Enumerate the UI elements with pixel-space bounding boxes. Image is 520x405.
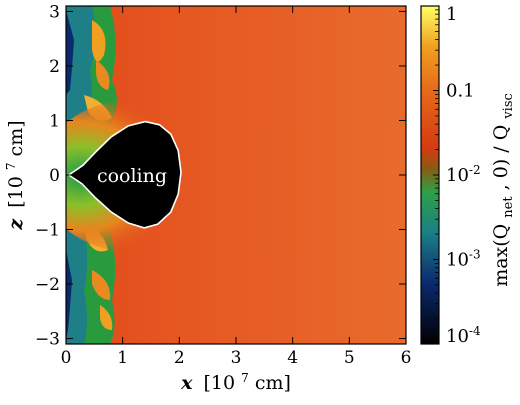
y-axis-ticks: 3 2 1 0 −1 −2 −3 [35,2,406,350]
y-tick-label: 0 [49,166,60,186]
x-tick-label: 0 [61,348,72,368]
y-tick-label: −3 [35,330,60,350]
x-tick-label: 5 [344,348,355,368]
y-tick-label: 2 [49,57,60,77]
y-tick-label: −2 [35,275,60,295]
plot-area: cooling [66,6,406,344]
x-axis-exp: 7 [241,371,249,385]
x-axis-unit: [10 [203,372,235,394]
colorbar-label-text: max(Q [490,224,512,287]
colorbar-tick-label: 10-2 [446,163,481,186]
colorbar-tick-label: 10-3 [446,248,481,271]
x-tick-label: 6 [401,348,412,368]
y-tick-label: 3 [49,2,60,22]
x-axis-ticks: 0 1 2 3 4 5 6 [61,6,412,368]
x-tick-label: 4 [287,348,298,368]
x-axis-var: x [180,372,193,394]
y-axis-var: z [5,218,27,231]
colorbar-tick-label: 0.1 [446,81,475,102]
cooling-region [67,120,182,229]
x-tick-label: 3 [231,348,242,368]
colorbar-ticks: 1 0.1 10-2 10-3 10-4 [433,4,481,347]
x-tick-label: 2 [174,348,185,368]
y-tick-label: −1 [35,221,60,241]
y-axis-unit: [10 [5,176,27,208]
x-tick-label: 1 [117,348,128,368]
y-axis-label: z [10 7 cm] [0,120,27,230]
y-axis-exp: 7 [4,163,18,171]
colorbar-label: max(Q net , 0) / Q visc [490,93,517,287]
cooling-annotation: cooling [97,165,167,187]
colorbar-tick-label: 10-4 [446,324,481,347]
y-tick-label: 1 [49,111,60,131]
colorbar-label-sub-visc: visc [501,93,516,119]
x-axis-unit-tail: cm] [255,372,291,394]
colorbar-label-mid: , 0) / Q [490,125,512,191]
colorbar-tick-label: 1 [446,4,457,25]
x-axis-label: x [10 7 cm] [180,365,291,394]
y-axis-unit-tail: cm] [5,120,27,156]
colorbar-label-sub-net: net [501,196,516,218]
